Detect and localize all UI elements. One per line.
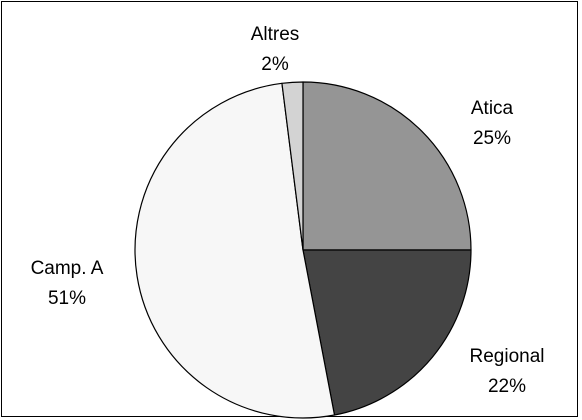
pie-slice-regional bbox=[302, 249, 472, 416]
pie-slice-atica bbox=[302, 81, 472, 251]
slice-value-atica: 25% bbox=[473, 128, 511, 149]
slice-value-regional: 22% bbox=[488, 376, 526, 397]
slice-label-altres: Altres bbox=[251, 24, 300, 45]
slice-value-camp-a: 51% bbox=[48, 288, 86, 309]
slice-label-regional: Regional bbox=[470, 346, 545, 367]
pie-slice-altres bbox=[281, 81, 304, 251]
slice-label-atica: Atica bbox=[471, 98, 514, 119]
pie-labels: Atica 25% Regional 22% Camp. A 51% Altre… bbox=[31, 24, 545, 397]
slice-label-camp-a: Camp. A bbox=[31, 258, 104, 279]
pie-slice-camp-a bbox=[134, 82, 336, 419]
pie-slices bbox=[134, 81, 472, 419]
slice-value-altres: 2% bbox=[261, 54, 289, 75]
